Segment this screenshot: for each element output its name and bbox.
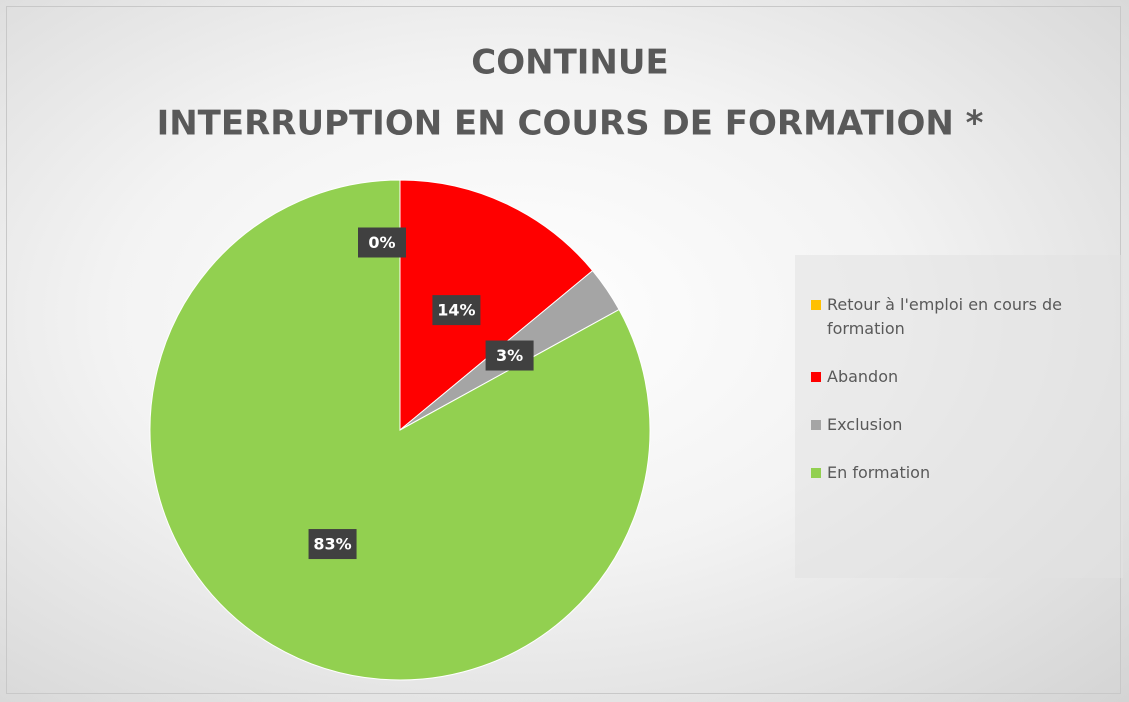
data-label-box	[485, 340, 534, 371]
data-label-box	[358, 227, 406, 258]
pie-slice	[149, 179, 651, 681]
legend-swatch	[811, 420, 821, 430]
legend-label: Retour à l'emploi en cours de formation	[827, 295, 1062, 338]
legend-label: Abandon	[827, 367, 899, 386]
legend-label: Exclusion	[827, 415, 903, 434]
data-label-box	[432, 295, 481, 326]
legend-swatch	[811, 300, 821, 310]
legend-item: Abandon	[811, 365, 1115, 389]
legend-item: Retour à l'emploi en cours de formation	[811, 293, 1115, 341]
data-label: 0%	[368, 233, 395, 252]
legend-swatch	[811, 468, 821, 478]
data-label-box	[308, 529, 357, 560]
chart-title: CONTINUE	[471, 43, 668, 83]
legend-label: En formation	[827, 463, 931, 482]
data-label: 83%	[313, 535, 351, 554]
legend-item: Exclusion	[811, 413, 1115, 437]
chart-title: INTERRUPTION EN COURS DE FORMATION *	[157, 104, 984, 144]
legend-swatch	[811, 372, 821, 382]
legend: Retour à l'emploi en cours de formation A…	[795, 255, 1123, 578]
data-label: 14%	[437, 301, 475, 320]
legend-item: En formation	[811, 461, 1115, 485]
pie-slice	[399, 179, 594, 432]
data-label: 3%	[496, 346, 523, 365]
